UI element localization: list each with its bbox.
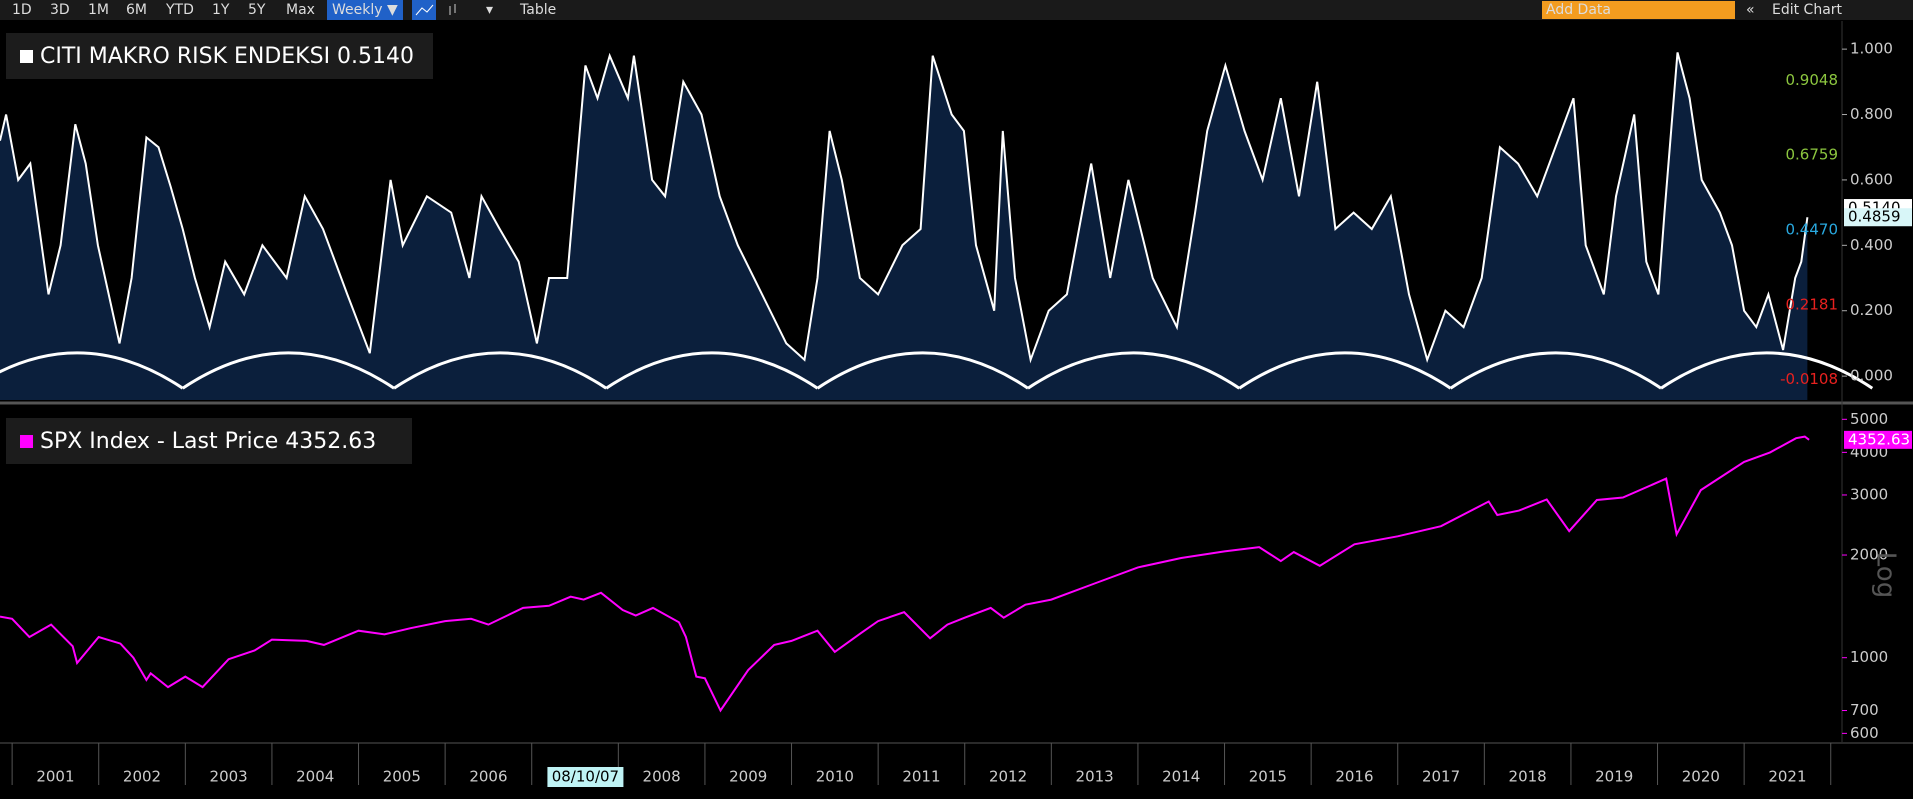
y-tick-label: 1000 xyxy=(1850,648,1888,666)
x-tick-label: 2020 xyxy=(1682,768,1720,786)
cursor-label: 08/10/07 xyxy=(552,768,619,786)
area xyxy=(0,52,1808,401)
range-button[interactable]: 1D xyxy=(12,2,32,18)
cycle-arc xyxy=(1660,351,1874,390)
cycle-arc xyxy=(1027,351,1241,390)
range-button[interactable]: 1M xyxy=(88,2,109,18)
cycle-arc xyxy=(393,351,608,390)
x-tick-label: 2021 xyxy=(1768,768,1806,786)
y-tick-label: 600 xyxy=(1850,724,1879,742)
x-tick-label: 2006 xyxy=(469,768,507,786)
y-tick-label: 700 xyxy=(1850,701,1879,719)
price-marker-label: 0.4859 xyxy=(1848,208,1901,226)
legend-swatch xyxy=(20,435,33,448)
y-tick-label: 2000 xyxy=(1850,546,1888,564)
x-tick-label: 2013 xyxy=(1076,768,1114,786)
y-tick-label: 0.000 xyxy=(1850,367,1893,385)
reference-label: 0.6759 xyxy=(1786,146,1839,164)
line xyxy=(0,52,1809,364)
y-tick-label: 0.600 xyxy=(1850,170,1893,188)
add-data[interactable]: Add Data xyxy=(1546,2,1611,18)
bar-icon[interactable] xyxy=(449,4,456,15)
y-tick-label: 0.200 xyxy=(1850,301,1893,319)
add-data-input[interactable] xyxy=(1542,1,1735,19)
toolbar xyxy=(0,0,1913,20)
x-tick-label: 2009 xyxy=(729,768,767,786)
x-tick-label: 2018 xyxy=(1509,768,1547,786)
y-tick-label: 3000 xyxy=(1850,485,1888,503)
collapse[interactable]: « xyxy=(1746,2,1755,18)
cycle-arc xyxy=(1238,351,1452,390)
price-marker xyxy=(1844,430,1912,449)
cycle-arc xyxy=(0,351,184,390)
range-button[interactable]: 6M xyxy=(126,2,147,18)
cursor-box xyxy=(547,767,624,787)
table-button[interactable]: Table xyxy=(519,2,556,18)
reference-label: 0.9048 xyxy=(1786,71,1839,89)
legend-label: SPX Index - Last Price 4352.63 xyxy=(40,429,376,454)
y-tick-label: 1.000 xyxy=(1850,40,1893,58)
x-tick-label: 2010 xyxy=(816,768,854,786)
edit-chart[interactable]: Edit Chart xyxy=(1772,2,1843,18)
line-icon xyxy=(415,4,434,16)
cycle-arc xyxy=(816,351,1029,390)
x-tick-label: 2003 xyxy=(210,768,248,786)
legend-label: CITI MAKRO RISK ENDEKSI 0.5140 xyxy=(40,44,414,69)
legend xyxy=(6,418,412,464)
frequency-button[interactable] xyxy=(327,0,403,20)
line xyxy=(0,435,1810,713)
x-tick-label: 2017 xyxy=(1422,768,1460,786)
reference-label: -0.0108 xyxy=(1780,370,1838,388)
range-button[interactable]: YTD xyxy=(165,2,194,18)
y-tick-label: 5000 xyxy=(1850,410,1888,428)
x-tick-label: 2008 xyxy=(643,768,681,786)
range-button[interactable]: 5Y xyxy=(248,2,266,18)
y-tick-label: 0.400 xyxy=(1850,236,1893,254)
x-tick-label: 2002 xyxy=(123,768,161,786)
legend-swatch xyxy=(20,50,33,63)
x-tick-label: 2015 xyxy=(1249,768,1287,786)
x-tick-label: 2001 xyxy=(36,768,74,786)
range-button[interactable]: Max xyxy=(286,2,315,18)
x-tick-label: 2004 xyxy=(296,768,334,786)
price-marker-label: 4352.63 xyxy=(1848,430,1910,448)
y-tick-label: 0.800 xyxy=(1850,105,1893,123)
legend xyxy=(6,33,433,79)
range-button[interactable]: 3D xyxy=(50,2,70,18)
reference-label: 0.2181 xyxy=(1786,295,1839,313)
x-tick-label: 2012 xyxy=(989,768,1027,786)
price-marker xyxy=(1844,208,1912,227)
cycle-arc xyxy=(181,351,395,390)
reference-label: 0.4470 xyxy=(1786,220,1839,238)
range-button[interactable]: 1Y xyxy=(212,2,230,18)
x-tick-label: 2005 xyxy=(383,768,421,786)
cycle-arc xyxy=(1449,351,1662,390)
x-tick-label: 2011 xyxy=(902,768,940,786)
x-tick-label: 2019 xyxy=(1595,768,1633,786)
x-tick-label: 2016 xyxy=(1335,768,1373,786)
cycle-arc xyxy=(605,351,819,390)
frequency[interactable]: Weekly ▼ xyxy=(332,2,398,18)
scale-label: Log xyxy=(1871,552,1901,598)
dropdown[interactable]: ▾ xyxy=(486,2,493,18)
x-tick-label: 2014 xyxy=(1162,768,1200,786)
